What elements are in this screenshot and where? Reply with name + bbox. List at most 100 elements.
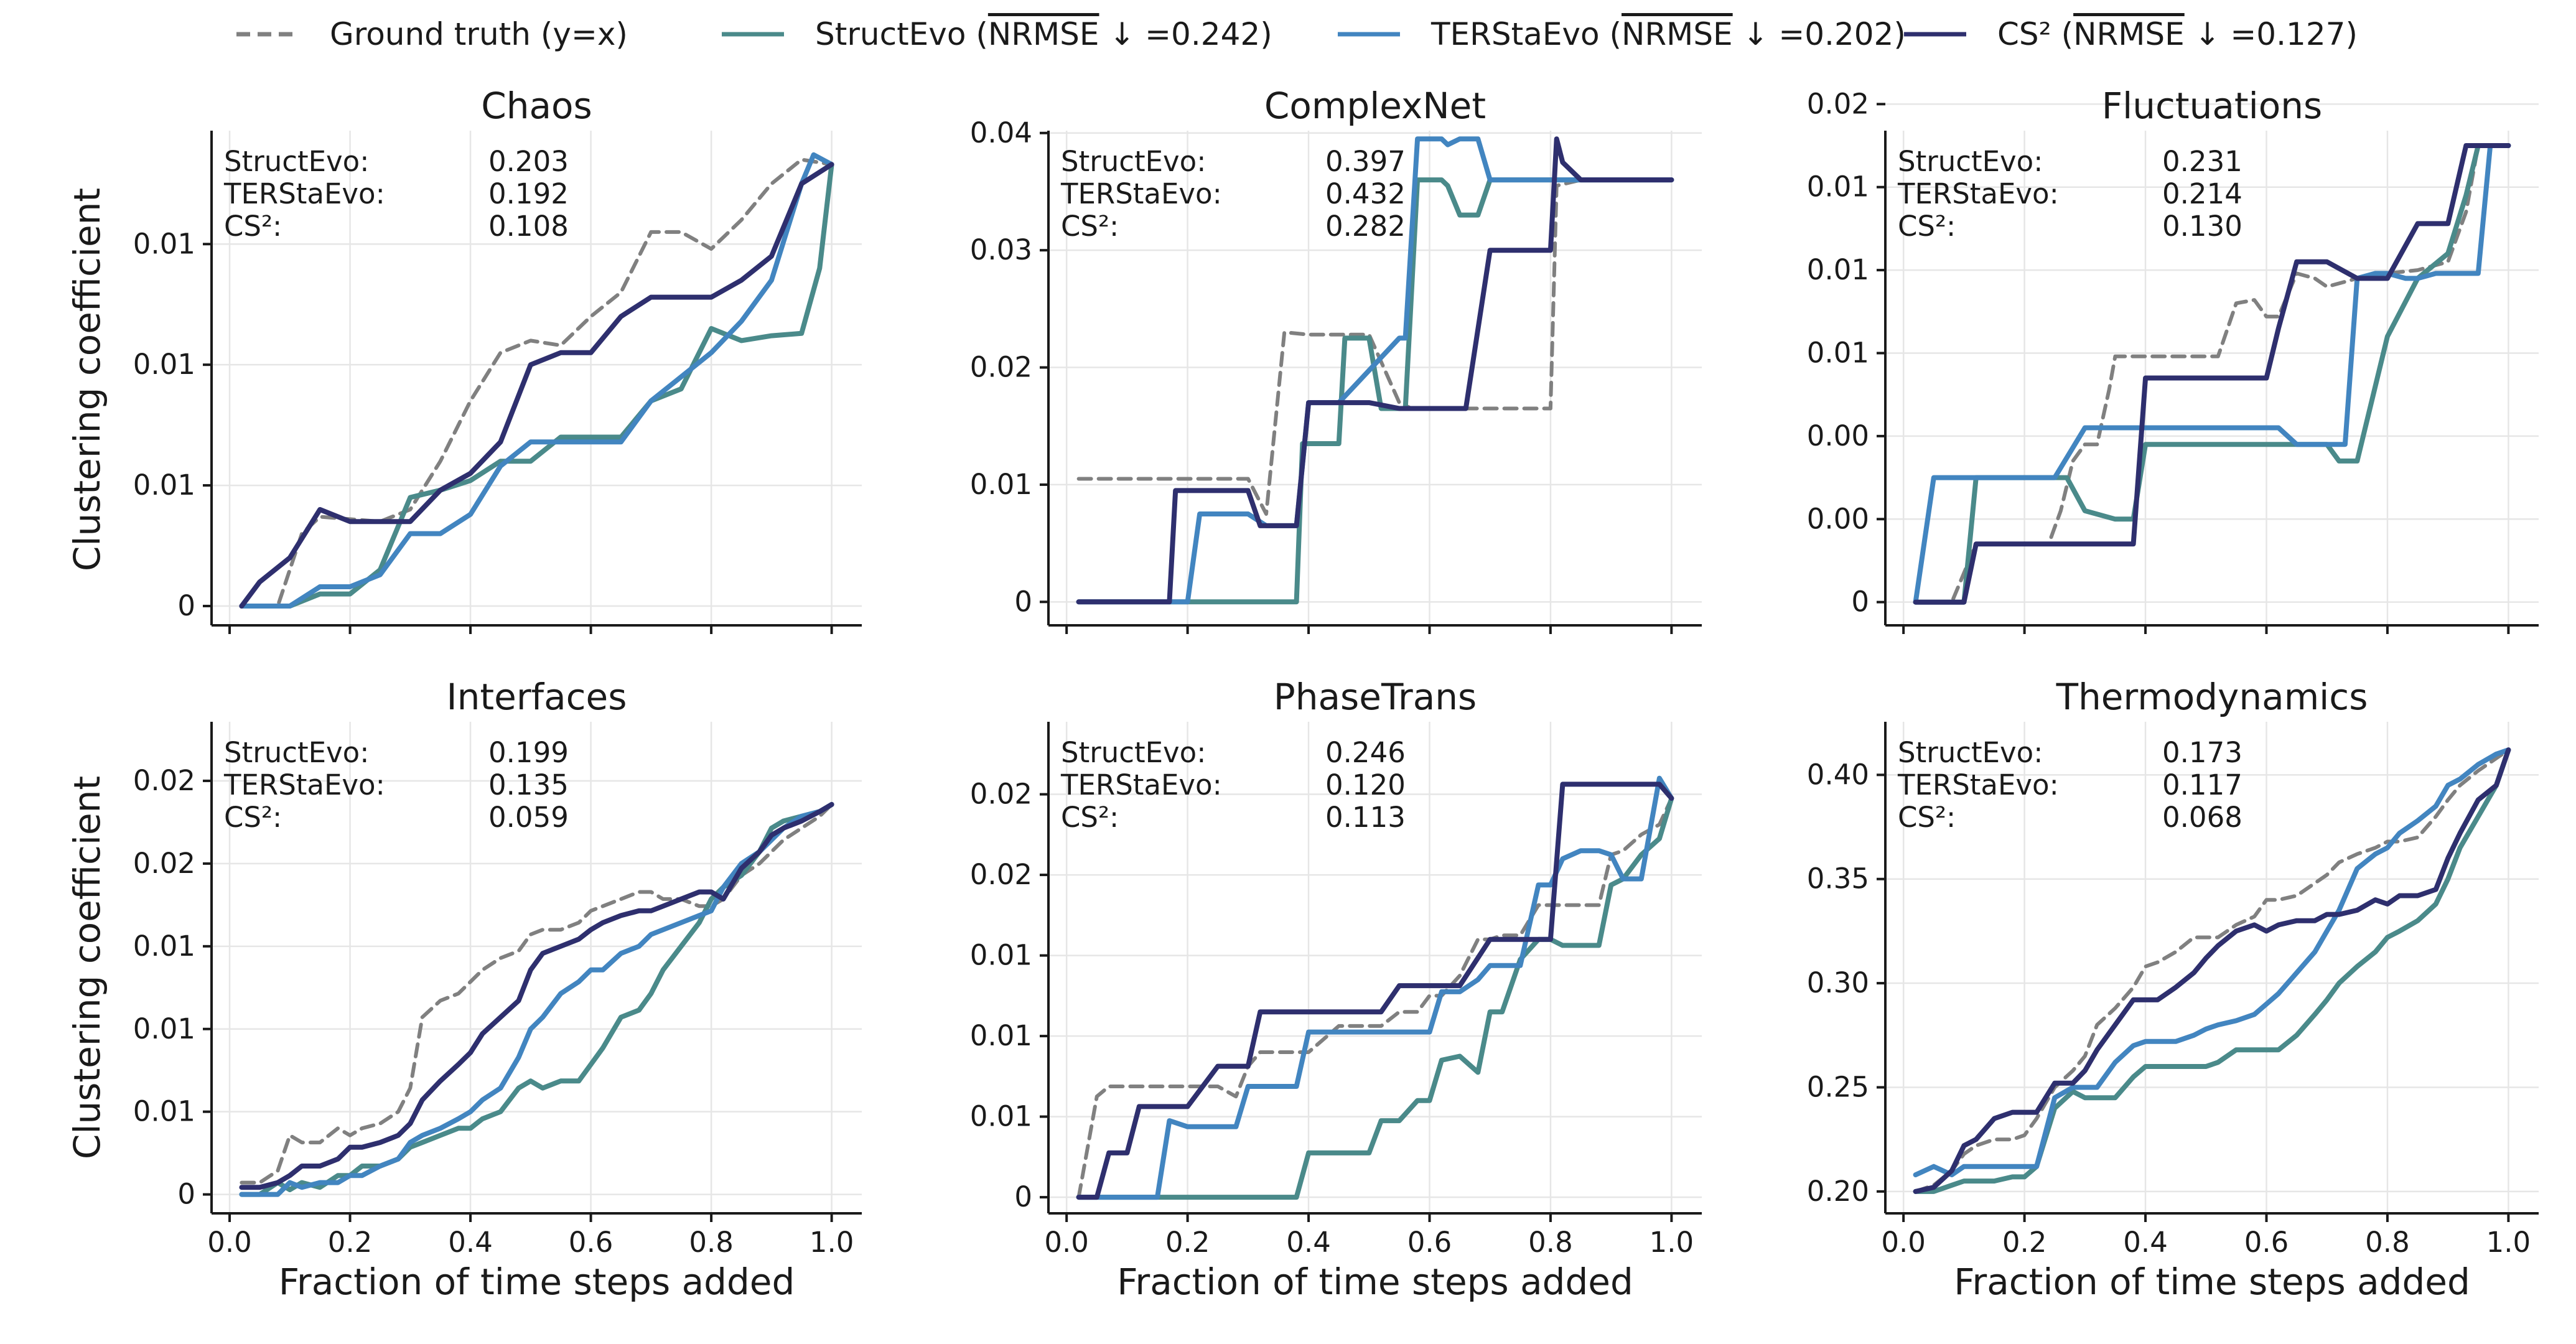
y-tick-label: 0.00 bbox=[1807, 502, 1869, 535]
series-line-cs bbox=[1913, 143, 2511, 605]
score-label: TERStaEvo: bbox=[223, 177, 385, 210]
y-tick-label: 0 bbox=[177, 1178, 195, 1211]
y-tick-label: 0.04 bbox=[970, 116, 1032, 149]
x-tick-label: 0.8 bbox=[689, 1226, 734, 1259]
y-tick-label: 0.20 bbox=[1807, 1175, 1869, 1208]
panel-title: Fluctuations bbox=[2102, 85, 2323, 127]
y-tick-label: 0.35 bbox=[1807, 862, 1869, 895]
score-label: CS²: bbox=[1898, 801, 1956, 834]
score-value: 0.246 bbox=[1325, 736, 1406, 769]
legend-label-te: TERStaEvo (NRMSE ↓ =0.202) bbox=[1430, 16, 1906, 52]
score-label: CS²: bbox=[1061, 210, 1119, 243]
x-tick-label: 0.4 bbox=[2123, 1226, 2168, 1259]
y-tick-label: 0.01 bbox=[133, 1012, 195, 1045]
y-tick-label: 0.25 bbox=[1807, 1070, 1869, 1103]
panel-chaos: 0 0.01 0.01 0.01 Chaos StructEvo: 0.203 TERStaE… bbox=[133, 85, 862, 634]
y-tick-label: 0.01 bbox=[970, 468, 1032, 501]
series-line-te bbox=[239, 801, 834, 1197]
series-line-cs bbox=[1076, 782, 1674, 1200]
series-line-se bbox=[1076, 177, 1674, 605]
y-tick-label: 0.01 bbox=[970, 1100, 1032, 1133]
score-label: StructEvo: bbox=[224, 736, 369, 769]
y-tick-label: 0.02 bbox=[970, 858, 1032, 891]
y-tick-label: 0.02 bbox=[970, 778, 1032, 811]
series-line-cs bbox=[1076, 136, 1674, 605]
x-axis-label: Fraction of time steps added bbox=[1954, 1261, 2470, 1303]
score-label: CS²: bbox=[1898, 210, 1956, 243]
series-line-se bbox=[1913, 747, 2511, 1194]
series-line-te bbox=[239, 152, 834, 609]
y-tick-label: 0.02 bbox=[970, 351, 1032, 384]
score-value: 0.130 bbox=[2162, 210, 2242, 243]
x-tick-label: 0.8 bbox=[2365, 1226, 2410, 1259]
score-value: 0.059 bbox=[488, 801, 569, 834]
series-line-te bbox=[1913, 747, 2511, 1178]
y-tick-label: 0.01 bbox=[133, 930, 195, 963]
y-tick-label: 0.01 bbox=[1807, 170, 1869, 203]
panel-fluctuations: 0 0.00 0.00 0.01 0.01 0.01 0.02 Fluctuations Str… bbox=[1807, 85, 2539, 634]
score-label: CS²: bbox=[224, 210, 282, 243]
x-tick-label: 0.2 bbox=[1165, 1226, 1210, 1259]
score-label: StructEvo: bbox=[1898, 736, 2043, 769]
score-value: 0.199 bbox=[488, 736, 569, 769]
series-line-se bbox=[239, 162, 834, 609]
x-axis-label: Fraction of time steps added bbox=[1117, 1261, 1633, 1303]
x-tick-label: 0.6 bbox=[569, 1226, 614, 1259]
x-tick-label: 1.0 bbox=[810, 1226, 854, 1259]
score-label: StructEvo: bbox=[1898, 145, 2043, 178]
y-tick-label: 0.01 bbox=[133, 469, 195, 502]
score-label: TERStaEvo: bbox=[1060, 177, 1222, 210]
x-tick-label: 0.0 bbox=[1881, 1226, 1926, 1259]
panel-complexnet: 0 0.01 0.02 0.03 0.04 ComplexNet StructEvo: 0.3… bbox=[970, 85, 1702, 634]
score-value: 0.068 bbox=[2162, 801, 2242, 834]
x-tick-label: 0.2 bbox=[328, 1226, 373, 1259]
x-tick-label: 0.0 bbox=[1044, 1226, 1089, 1259]
score-value: 0.282 bbox=[1325, 210, 1406, 243]
score-value: 0.135 bbox=[488, 768, 569, 801]
y-tick-label: 0.01 bbox=[133, 227, 195, 260]
y-tick-label: 0.01 bbox=[133, 1095, 195, 1128]
y-tick-label: 0.01 bbox=[970, 939, 1032, 972]
y-tick-label: 0.40 bbox=[1807, 758, 1869, 791]
score-label: TERStaEvo: bbox=[1060, 768, 1222, 801]
legend-label-gt: Ground truth (y=x) bbox=[330, 16, 628, 52]
series-line-cs bbox=[239, 162, 834, 609]
score-label: TERStaEvo: bbox=[1897, 177, 2059, 210]
y-tick-label: 0.00 bbox=[1807, 419, 1869, 452]
x-tick-label: 1.0 bbox=[2486, 1226, 2531, 1259]
score-value: 0.192 bbox=[488, 177, 569, 210]
series-line-gt bbox=[240, 157, 834, 608]
score-value: 0.117 bbox=[2162, 768, 2242, 801]
y-tick-label: 0.01 bbox=[133, 348, 195, 381]
y-axis-label-top-row: Clustering coefficient bbox=[66, 188, 108, 571]
y-tick-label: 0.01 bbox=[1807, 336, 1869, 369]
score-label: StructEvo: bbox=[224, 145, 369, 178]
y-tick-label: 0.03 bbox=[970, 233, 1032, 266]
series-line-gt bbox=[1913, 748, 2511, 1193]
score-label: StructEvo: bbox=[1061, 736, 1206, 769]
score-value: 0.113 bbox=[1325, 801, 1406, 834]
score-label: TERStaEvo: bbox=[1897, 768, 2059, 801]
score-value: 0.432 bbox=[1325, 177, 1406, 210]
score-value: 0.231 bbox=[2162, 145, 2242, 178]
series-line-gt bbox=[1076, 796, 1674, 1200]
score-value: 0.397 bbox=[1325, 145, 1406, 178]
series-line-te bbox=[1076, 136, 1674, 605]
y-tick-label: 0.30 bbox=[1807, 966, 1869, 999]
panel-thermodynamics: 0.20 0.25 0.30 0.35 0.40 0.0 0.2 0.4 0.6 0.8 1.0 Th… bbox=[1807, 676, 2539, 1303]
x-tick-label: 0.2 bbox=[2002, 1226, 2047, 1259]
series-line-te bbox=[1076, 775, 1674, 1200]
legend: Ground truth (y=x) StructEvo (NRMSE ↓ =0.… bbox=[236, 16, 2358, 52]
score-label: CS²: bbox=[1061, 801, 1119, 834]
score-value: 0.108 bbox=[488, 210, 569, 243]
score-value: 0.120 bbox=[1325, 768, 1406, 801]
panel-title: Thermodynamics bbox=[2056, 676, 2368, 718]
score-value: 0.214 bbox=[2162, 177, 2242, 210]
y-tick-label: 0.02 bbox=[133, 764, 195, 797]
panel-title: ComplexNet bbox=[1264, 85, 1486, 127]
y-tick-label: 0 bbox=[1014, 1180, 1032, 1213]
legend-item-cs: CS² (NRMSE ↓ =0.127) bbox=[1904, 16, 2358, 52]
y-tick-label: 0.02 bbox=[1807, 87, 1869, 120]
legend-label-cs: CS² (NRMSE ↓ =0.127) bbox=[1997, 16, 2358, 52]
